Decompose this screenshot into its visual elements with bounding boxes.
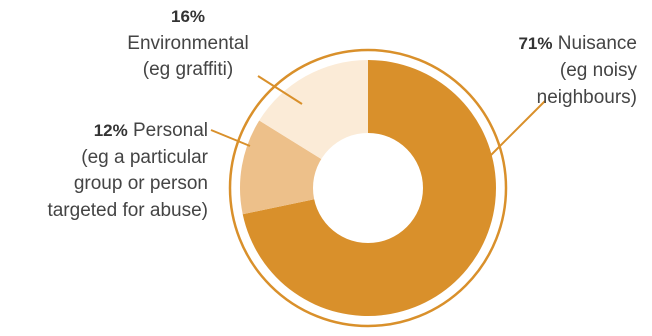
slice-pct-nuisance: 71% — [518, 34, 552, 53]
slice-label-environmental-1: Environmental — [127, 33, 248, 54]
slice-label-nuisance-heading: 71% Nuisance — [518, 33, 637, 54]
label-nuisance: 71% Nuisance (eg noisy neighbours) — [518, 33, 637, 108]
label-environmental: 16% Environmental (eg graffiti) — [127, 7, 248, 80]
slice-label-personal-4: targeted for abuse) — [47, 200, 208, 221]
slice-label-nuisance-1: Nuisance — [558, 33, 637, 54]
slice-pct-personal: 12% — [94, 121, 128, 140]
slice-pct-environmental: 16% — [171, 7, 205, 26]
slice-label-nuisance-3: neighbours) — [537, 87, 637, 108]
slice-label-personal-heading: 12% Personal — [94, 120, 208, 141]
leader-personal — [210, 129, 251, 147]
slice-label-personal-1: Personal — [133, 120, 208, 141]
outer-ring — [228, 48, 508, 328]
slice-label-environmental-2: (eg graffiti) — [143, 59, 233, 80]
label-personal: 12% Personal (eg a particular group or p… — [47, 120, 208, 221]
slice-label-nuisance-2: (eg noisy — [560, 60, 638, 81]
slice-label-personal-3: group or person — [74, 173, 208, 194]
slice-label-personal-2: (eg a particular — [81, 147, 208, 168]
donut-hole — [313, 133, 423, 243]
leader-environmental — [257, 75, 303, 105]
leader-nuisance — [489, 100, 546, 157]
label-leaders — [210, 75, 546, 157]
